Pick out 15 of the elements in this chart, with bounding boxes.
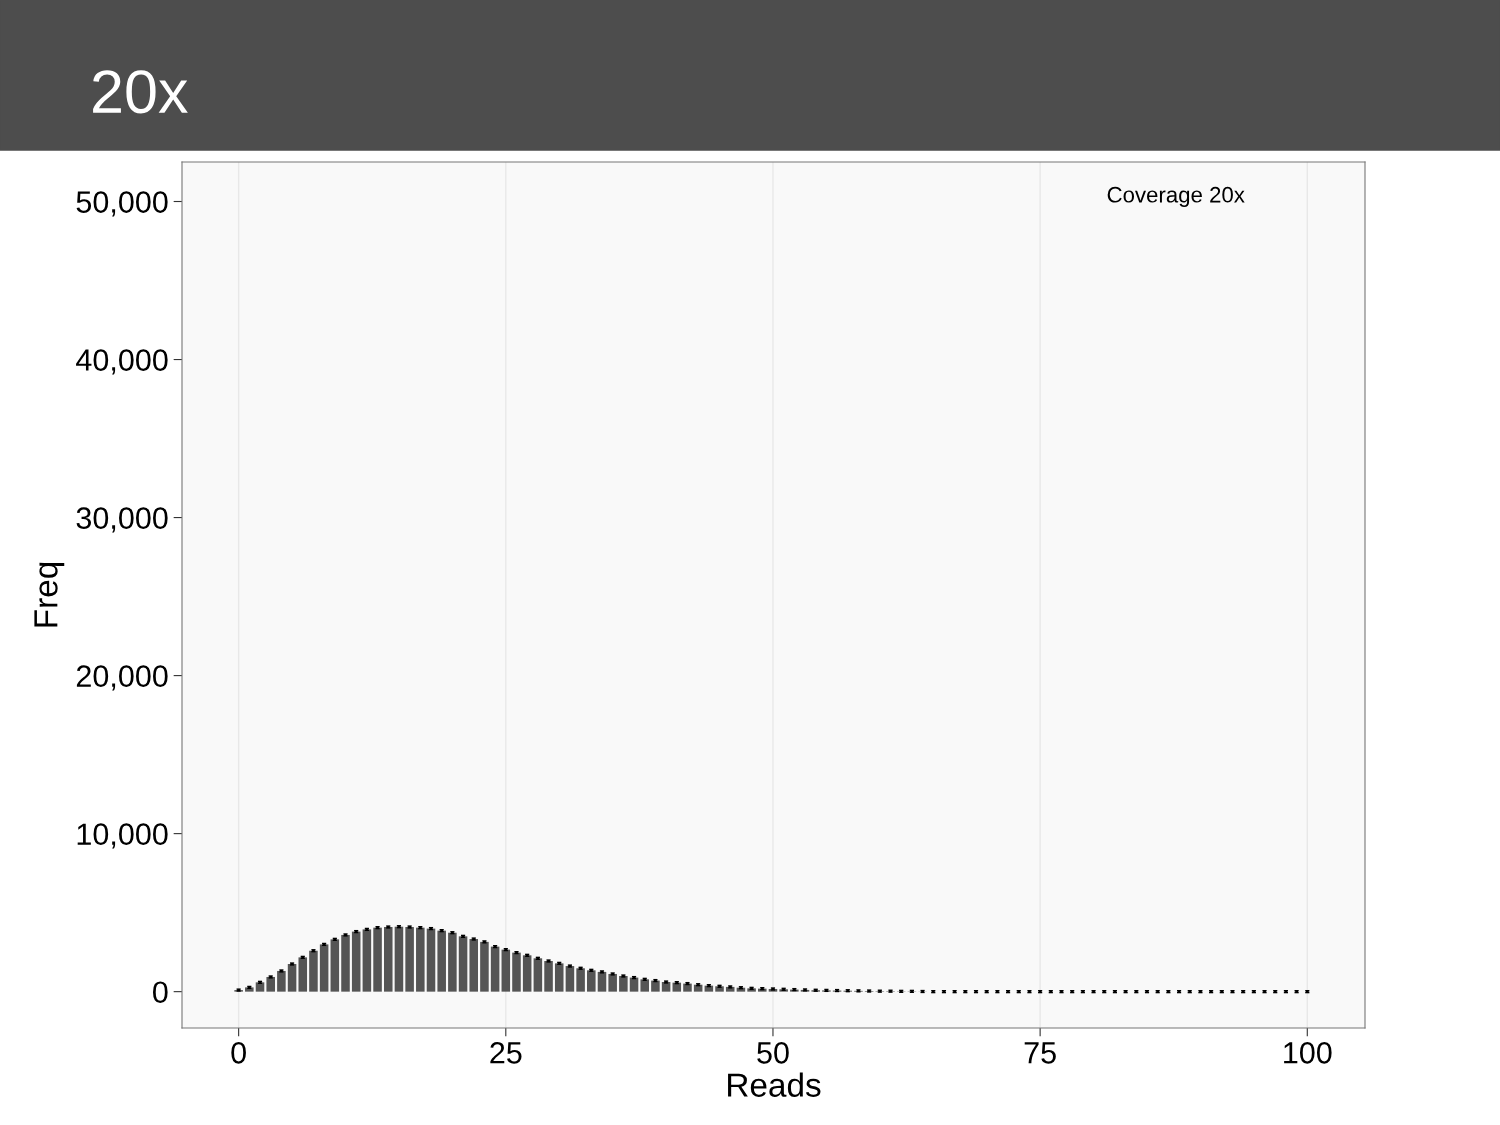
- x-tick-label: 50: [757, 1042, 789, 1064]
- x-tick-label: 100: [1284, 1042, 1332, 1064]
- y-tick-label: 0: [153, 981, 168, 1004]
- y-axis-title: Freq: [34, 562, 65, 627]
- annotation: Coverage 20x: [1107, 186, 1245, 207]
- y-tick-label: 10,000: [77, 823, 168, 849]
- x-tick-label: 25: [490, 1042, 522, 1064]
- x-tick-label: 75: [1024, 1042, 1056, 1064]
- chart-title: 20x: [93, 70, 188, 114]
- y-tick-label: 40,000: [76, 349, 168, 375]
- x-axis-title: Reads: [728, 1072, 821, 1097]
- y-tick-label: 50,000: [76, 191, 168, 217]
- y-tick-label: 20,000: [76, 665, 168, 691]
- x-tick-label: 0: [231, 1042, 246, 1064]
- y-tick-label: 30,000: [76, 507, 168, 533]
